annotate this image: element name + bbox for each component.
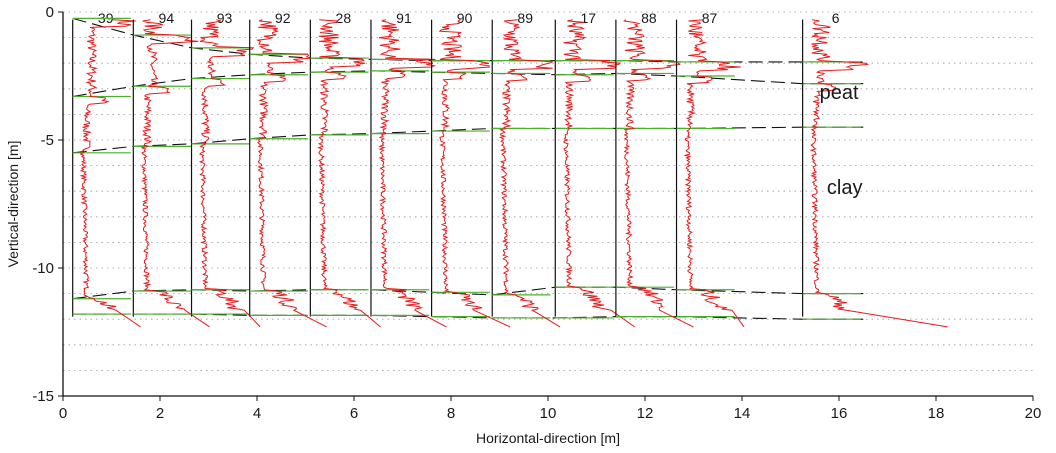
cpt-columns: 39 94 93 92 28 91 90 89 17 88 87 6 bbox=[72, 10, 948, 328]
cone-resistance-profile bbox=[79, 19, 141, 328]
x-tick-label: 12 bbox=[637, 405, 654, 422]
layer-label-clay: clay bbox=[827, 177, 863, 199]
x-tick-label: 0 bbox=[59, 405, 67, 422]
cone-resistance-profile bbox=[438, 19, 511, 328]
x-tick-label: 16 bbox=[831, 405, 848, 422]
cpt-87: 87 bbox=[675, 10, 745, 328]
x-tick-label: 14 bbox=[734, 405, 751, 422]
cpt-label: 28 bbox=[336, 10, 352, 26]
y-tick-label: -15 bbox=[32, 388, 54, 405]
cpt-label: 91 bbox=[396, 10, 412, 26]
x-tick-label: 2 bbox=[156, 405, 164, 422]
x-tick-label: 6 bbox=[350, 405, 358, 422]
cpt-90: 90 bbox=[431, 10, 511, 328]
x-tick-label: 4 bbox=[253, 405, 261, 422]
cpt-label: 6 bbox=[832, 10, 840, 26]
y-tick-label: -10 bbox=[32, 260, 54, 277]
cone-resistance-profile bbox=[255, 19, 327, 328]
cpt-88: 88 bbox=[615, 10, 694, 328]
cone-resistance-profile bbox=[563, 19, 635, 328]
cone-resistance-profile bbox=[623, 19, 694, 328]
cpt-label: 90 bbox=[457, 10, 473, 26]
cpt-91: 91 bbox=[370, 10, 447, 328]
cpt-label: 89 bbox=[517, 10, 533, 26]
x-tick-label: 10 bbox=[540, 405, 557, 422]
cpt-89: 89 bbox=[491, 10, 561, 328]
y-axis-title: Vertical-direction [m] bbox=[5, 141, 21, 268]
x-tick-label: 18 bbox=[928, 405, 945, 422]
cone-resistance-profile bbox=[498, 19, 561, 328]
cpt-label: 94 bbox=[159, 10, 175, 26]
axes: 0 2 4 6 8 10 12 14 16 18 20 0 -5 -10 -15 bbox=[32, 4, 1041, 422]
cpt-94: 94 bbox=[132, 10, 210, 328]
cpt-label: 92 bbox=[275, 10, 291, 26]
y-tick-label: -5 bbox=[41, 132, 54, 149]
cone-resistance-profile bbox=[378, 19, 447, 328]
cpt-17: 17 bbox=[554, 10, 635, 328]
cpt-label: 88 bbox=[641, 10, 657, 26]
cpt-6: 6 bbox=[802, 10, 948, 328]
cpt-label: 17 bbox=[580, 10, 596, 26]
y-tick-label: 0 bbox=[46, 4, 54, 21]
layer-label-peat: peat bbox=[820, 82, 859, 104]
cpt-label: 87 bbox=[702, 10, 718, 26]
cone-resistance-profile bbox=[809, 19, 948, 328]
grid bbox=[63, 11, 1033, 397]
annotations: peat clay bbox=[820, 82, 863, 199]
x-axis-title: Horizontal-direction [m] bbox=[476, 430, 620, 446]
cone-resistance-profile bbox=[317, 19, 381, 328]
cpt-28: 28 bbox=[309, 10, 381, 328]
x-tick-label: 8 bbox=[447, 405, 455, 422]
x-tick-label: 20 bbox=[1025, 405, 1042, 422]
cpt-label: 93 bbox=[217, 10, 233, 26]
cone-resistance-profile bbox=[198, 19, 261, 328]
cpt-93: 93 bbox=[190, 10, 261, 328]
cone-resistance-profile bbox=[140, 19, 210, 328]
cpt-92: 92 bbox=[249, 10, 327, 328]
cone-resistance-profile bbox=[683, 19, 745, 328]
cpt-39: 39 bbox=[72, 10, 141, 328]
